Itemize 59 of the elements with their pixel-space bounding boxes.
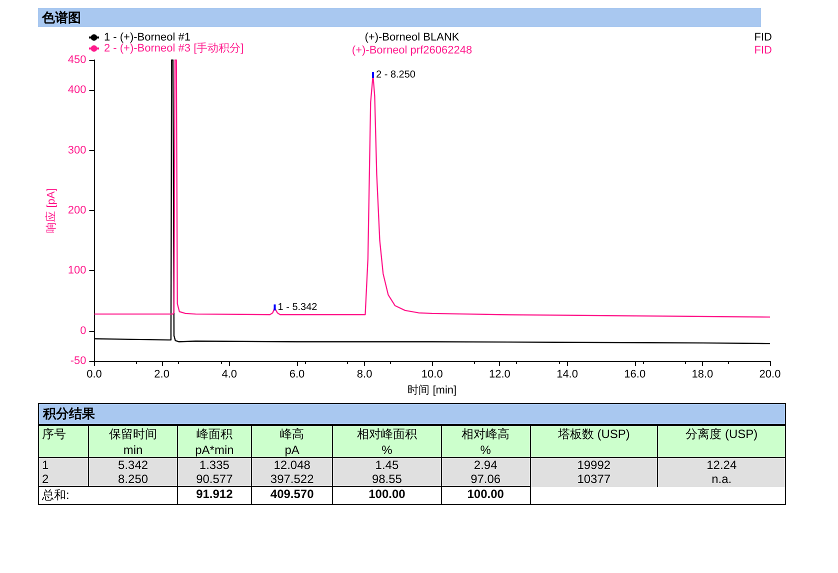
x-tick-label: 10.0	[421, 368, 443, 380]
x-tick-label: 20.0	[759, 368, 781, 380]
x-tick-label: 4.0	[222, 368, 238, 380]
y-tick-label: -50	[70, 355, 86, 367]
text: 1	[38, 458, 89, 472]
text: 91.912	[178, 486, 252, 504]
text: 19992	[530, 458, 658, 472]
legend-label: 2 - (+)-Borneol #3 [手动积分]	[104, 42, 244, 54]
text: 相对峰面积 %	[332, 426, 442, 458]
text: FID	[754, 44, 772, 56]
legend-label: 1 - (+)-Borneol #1	[104, 32, 191, 44]
text: (+)-Borneol BLANK	[364, 32, 460, 44]
text: 1.335	[178, 458, 252, 472]
text: 97.06	[441, 472, 530, 486]
x-tick-label: 16.0	[624, 368, 646, 380]
text: 10377	[530, 472, 658, 486]
text: 98.55	[332, 472, 442, 486]
text: 100.00	[441, 486, 530, 504]
y-tick-label: 0	[80, 324, 86, 337]
text: 2.94	[441, 458, 530, 472]
text: 总和:	[38, 486, 178, 504]
text: 12.048	[251, 458, 333, 472]
y-tick-label: 400	[68, 84, 86, 96]
annotation: 2 - 8.250	[376, 70, 416, 81]
text: 397.522	[251, 472, 333, 486]
text: 相对峰高 %	[441, 426, 530, 458]
text: (+)-Borneol prf26062248	[352, 44, 472, 56]
text: 409.570	[251, 486, 333, 504]
text: 峰面积 pA*min	[178, 426, 252, 458]
text: 分离度 (USP)	[658, 426, 786, 458]
x-tick-label: 18.0	[692, 368, 714, 380]
text: 90.577	[178, 472, 252, 486]
y-tick-label: 450	[68, 54, 86, 66]
text: 2	[38, 472, 89, 486]
x-tick-label: 6.0	[289, 368, 305, 380]
annotation: 1 - 5.342	[278, 302, 318, 313]
text: 积分结果	[38, 403, 786, 425]
x-tick-label: 12.0	[488, 368, 510, 380]
x-tick-label: 0.0	[86, 368, 102, 380]
y-tick-label: 300	[68, 144, 86, 156]
text: 5.342	[88, 458, 178, 472]
text: 100.00	[332, 486, 442, 504]
x-tick-label: 14.0	[556, 368, 578, 380]
text: 8.250	[88, 472, 178, 486]
text: 12.24	[658, 458, 786, 472]
text: 1.45	[332, 458, 442, 472]
y-tick-label: 100	[68, 264, 86, 277]
text: 峰高 pA	[251, 426, 333, 458]
x-tick-label: 2.0	[154, 368, 170, 380]
text: 序号	[38, 426, 89, 458]
text: n.a.	[658, 472, 786, 486]
x-axis-title: 时间 [min]	[408, 383, 457, 396]
chart-title: 色谱图	[41, 10, 81, 25]
text: FID	[754, 32, 772, 44]
y-tick-label: 200	[68, 204, 86, 216]
text: 塔板数 (USP)	[530, 426, 658, 458]
y-axis-title: 响应 [pA]	[44, 188, 58, 233]
text: 保留时间 min	[88, 426, 178, 458]
x-tick-label: 8.0	[356, 368, 372, 380]
